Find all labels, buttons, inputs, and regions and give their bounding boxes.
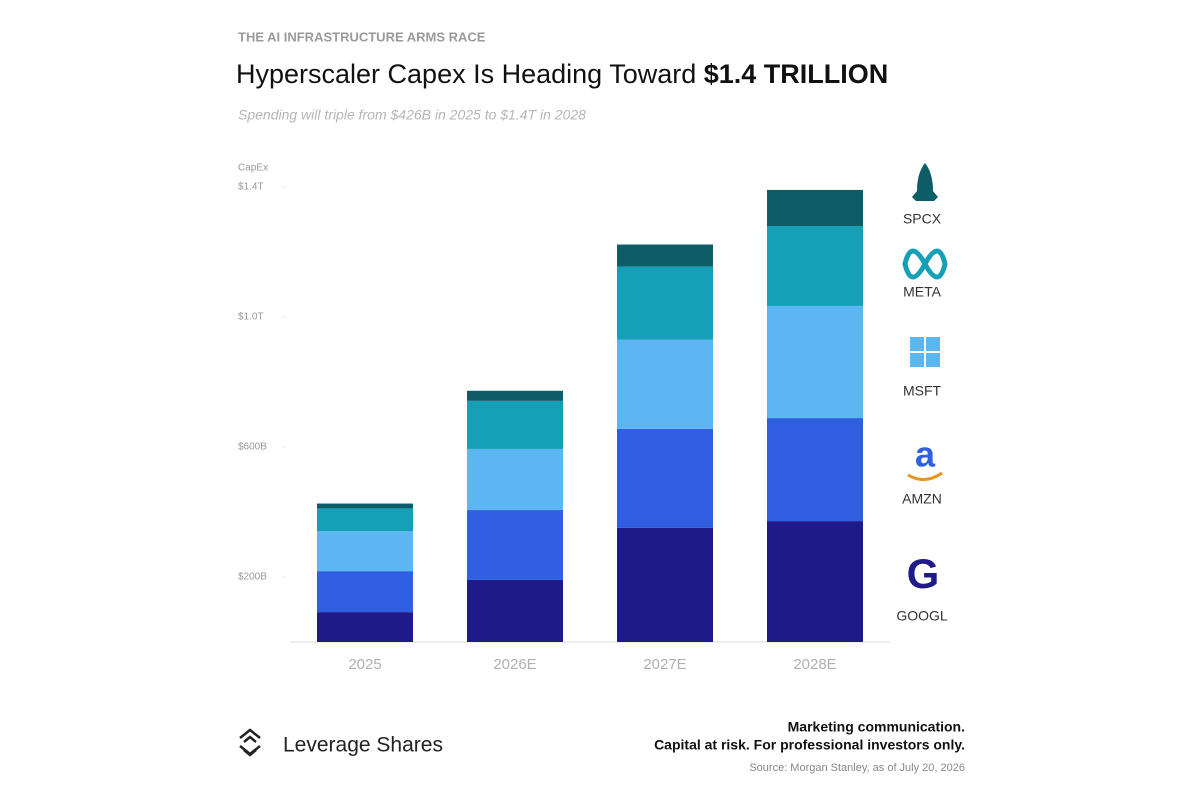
title-highlight: $1.4 TRILLION <box>704 59 889 89</box>
x-tick-label: 2026E <box>493 656 536 673</box>
legend-icon <box>902 248 948 280</box>
title-text: Hyperscaler Capex Is Heading Toward <box>236 59 704 89</box>
bar-segment <box>317 508 413 532</box>
y-tick-label: $200B <box>238 572 267 583</box>
x-tick-label: 2027E <box>643 656 686 673</box>
bar-segment <box>617 244 713 267</box>
legend-icon <box>926 337 940 351</box>
legend-item: G GOOGL <box>896 550 948 624</box>
y-tick-label: $600B <box>238 442 267 453</box>
x-tick-label: 2028E <box>793 656 836 673</box>
legend-label: AMZN <box>902 491 942 507</box>
legend-label: META <box>903 284 942 300</box>
bar-segment <box>767 418 863 522</box>
bar-segment <box>317 571 413 613</box>
legend-icon <box>912 163 938 201</box>
bar-segment <box>767 189 863 226</box>
subtitle: Spending will triple from $426B in 2025 … <box>238 107 586 123</box>
bar-segment <box>617 339 713 429</box>
source: Source: Morgan Stanley, as of July 20, 2… <box>749 762 965 774</box>
x-tick-label: 2025 <box>348 656 381 673</box>
brand: Leverage Shares <box>283 734 443 757</box>
bar-segment <box>317 612 413 642</box>
kicker: THE AI INFRASTRUCTURE ARMS RACE <box>238 29 486 44</box>
legend-label: GOOGL <box>896 608 948 624</box>
legend-item: a AMZN <box>902 434 943 507</box>
bar-segment <box>467 400 563 449</box>
bar-segment <box>467 390 563 401</box>
y-tick-label: $1.0T <box>238 312 264 323</box>
bar-segment <box>617 266 713 340</box>
legend-icon <box>910 337 924 351</box>
disclaimer: Capital at risk. For professional invest… <box>654 737 965 753</box>
y-tick-label: $1.4T <box>238 182 264 193</box>
legend-icon: G <box>907 550 940 597</box>
legend-icon <box>907 471 943 481</box>
y-axis-label: CapEx <box>238 163 268 174</box>
disclaimer: Marketing communication. <box>788 719 965 735</box>
bar-segment <box>317 503 413 509</box>
bar-segment <box>317 531 413 572</box>
legend-item: MSFT <box>903 337 942 399</box>
bar-segment <box>467 510 563 580</box>
bar-segment <box>467 579 563 642</box>
legend-icon: a <box>915 434 936 475</box>
legend-label: SPCX <box>903 211 942 227</box>
bar-segment <box>767 521 863 642</box>
legend-icon <box>910 353 924 367</box>
bar-segment <box>467 448 563 511</box>
chart-title: Hyperscaler Capex Is Heading Toward $1.4… <box>236 59 888 89</box>
legend-label: MSFT <box>903 383 942 399</box>
legend-item: SPCX <box>903 163 942 227</box>
legend-icon <box>926 353 940 367</box>
bar-segment <box>617 428 713 528</box>
bar-segment <box>617 527 713 642</box>
bar-segment <box>767 305 863 419</box>
bar-segment <box>767 226 863 306</box>
legend-item: META <box>902 248 948 300</box>
brand-logo <box>239 728 261 757</box>
